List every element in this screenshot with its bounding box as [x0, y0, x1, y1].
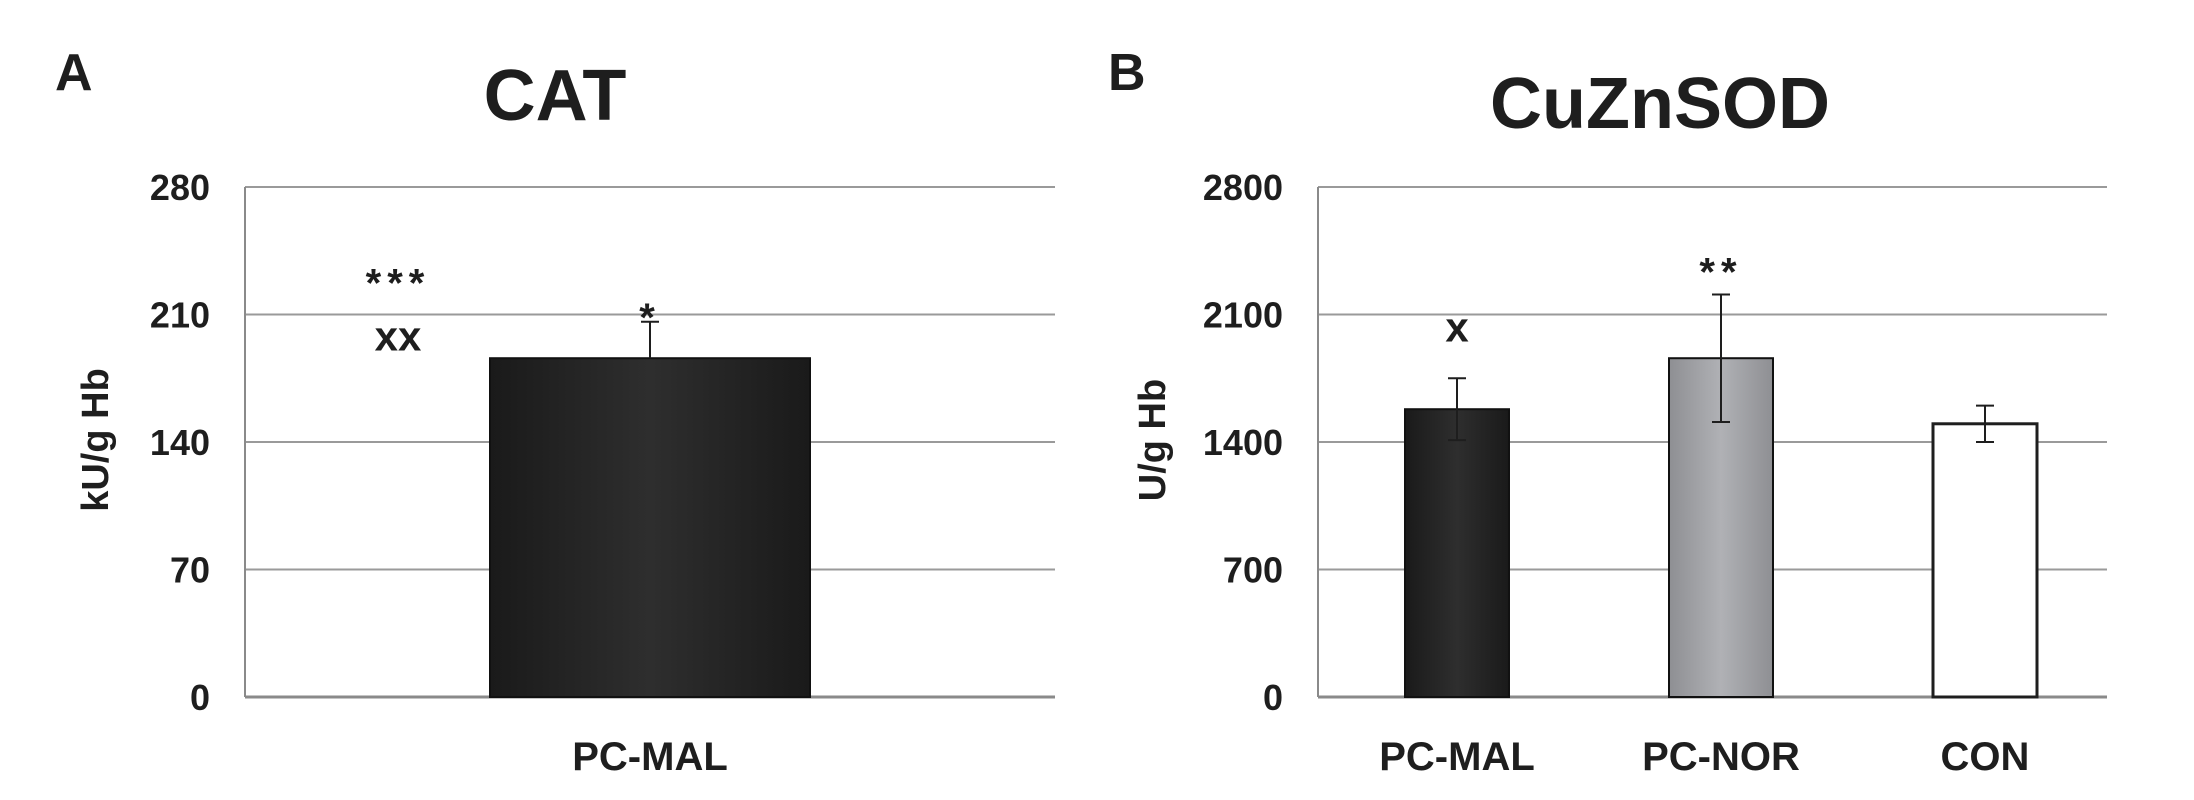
panel-letter-b: B — [1108, 44, 1146, 102]
annotations-a: ****xx — [366, 261, 661, 359]
y-tick-label: 1400 — [1203, 422, 1283, 463]
y-tick-label: 140 — [150, 422, 210, 463]
bar-con — [1931, 422, 2039, 699]
y-tick-label: 280 — [150, 167, 210, 208]
y-tick-label: 700 — [1223, 550, 1283, 591]
y-tick-labels-a: 0 70 140 210 280 — [150, 167, 210, 718]
y-tick-label: 0 — [1263, 677, 1283, 718]
y-tick-label: 2800 — [1203, 167, 1283, 208]
bar-pc-mal — [489, 357, 811, 698]
category-labels-b: PC-MAL PC-NOR CON — [1379, 735, 2029, 779]
significance-annotation: xx — [375, 312, 422, 359]
category-labels-a: PC-MAL — [572, 735, 728, 779]
panel-letter-a: A — [55, 44, 93, 102]
x-tick-label: CON — [1941, 735, 2030, 779]
y-tick-labels-b: 0 700 1400 2100 2800 — [1203, 167, 1283, 718]
y-axis-label-b: U/g Hb — [1132, 379, 1174, 501]
chart-title-a: CAT — [484, 56, 627, 136]
significance-annotation: * — [639, 296, 661, 340]
panel-b: B CuZnSOD U/g Hb 0 700 1400 2100 2800 PC-MAL… — [1108, 44, 2107, 779]
significance-annotation: ** — [1699, 251, 1742, 295]
chart-title-b: CuZnSOD — [1490, 64, 1830, 144]
y-axis-label-a: kU/g Hb — [75, 368, 117, 512]
x-tick-label: PC-NOR — [1642, 735, 1800, 779]
bar-pc-mal — [1404, 408, 1510, 698]
bars-a — [489, 320, 811, 698]
bars-b — [1404, 293, 2039, 699]
y-tick-label: 0 — [190, 677, 210, 718]
y-tick-label: 210 — [150, 295, 210, 336]
annotations-b: x ** — [1445, 251, 1742, 351]
significance-annotation: *** — [366, 261, 431, 305]
significance-annotation: x — [1445, 303, 1469, 350]
y-tick-label: 70 — [170, 550, 210, 591]
y-tick-label: 2100 — [1203, 295, 1283, 336]
x-tick-label: PC-MAL — [1379, 735, 1535, 779]
x-tick-label: PC-MAL — [572, 735, 728, 779]
